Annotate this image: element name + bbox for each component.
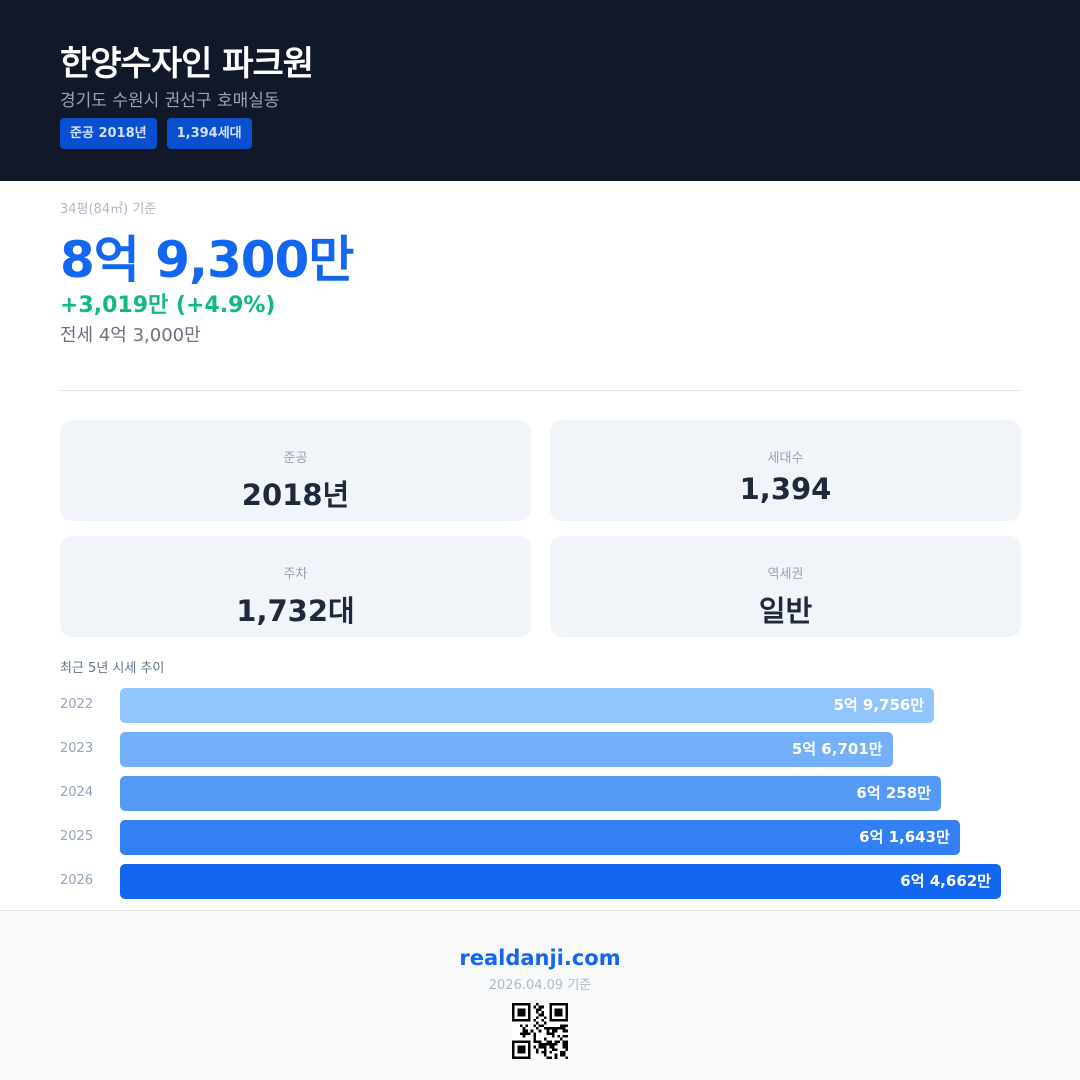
stat-value: 1,732대 [236,594,355,628]
price-change: +3,019만 (+4.9%) [60,293,276,318]
address: 경기도 수원시 권선구 호매실동 [60,91,280,111]
year-label: 2026 [60,873,94,888]
chart-row: 2024 6억 258만 [60,776,1021,811]
footer: realdanji.com 2026.04.09 기준 [0,910,1080,1080]
bar: 5억 9,756만 [120,688,935,723]
year-label: 2025 [60,829,94,844]
chart-row: 2026 6억 4,662만 [60,864,1021,899]
stat-card-built: 준공 2018년 [60,420,531,521]
bar: 6억 258만 [120,776,941,811]
stat-card-households: 세대수 1,394 [550,420,1021,521]
divider [60,390,1021,391]
chart-row: 2025 6억 1,643만 [60,820,1021,855]
built-year-badge: 준공 2018년 [60,118,157,149]
year-label: 2022 [60,697,94,712]
stat-label: 주차 [283,567,308,582]
stat-value: 일반 [758,594,813,628]
chart-row: 2023 5억 6,701만 [60,732,1021,767]
households-badge: 1,394세대 [166,118,252,149]
chart-row: 2022 5억 9,756만 [60,688,1021,723]
year-label: 2024 [60,785,94,800]
stat-value: 2018년 [241,478,350,512]
bar: 6억 1,643만 [120,820,960,855]
jeonse-price: 전세 4억 3,000만 [60,325,201,346]
chart-title: 최근 5년 시세 추이 [60,661,165,676]
reference-date: 2026.04.09 기준 [488,978,592,993]
header: 한양수자인 파크원 경기도 수원시 권선구 호매실동 준공 2018년 1,39… [0,0,1080,181]
qr-code-icon [512,1003,568,1059]
stat-value: 1,394 [739,472,832,506]
stat-label: 준공 [283,451,308,466]
bar: 6억 4,662만 [120,864,1001,899]
stat-card-parking: 주차 1,732대 [60,536,531,637]
site-link[interactable]: realdanji.com [459,946,621,970]
price-basis: 34평(84㎡) 기준 [60,202,157,217]
year-label: 2023 [60,741,94,756]
sale-price: 8억 9,300만 [60,231,354,289]
stat-label: 세대수 [767,451,804,466]
complex-title: 한양수자인 파크원 [60,44,314,84]
bar: 5억 6,701만 [120,732,893,767]
stat-label: 역세권 [767,567,804,582]
